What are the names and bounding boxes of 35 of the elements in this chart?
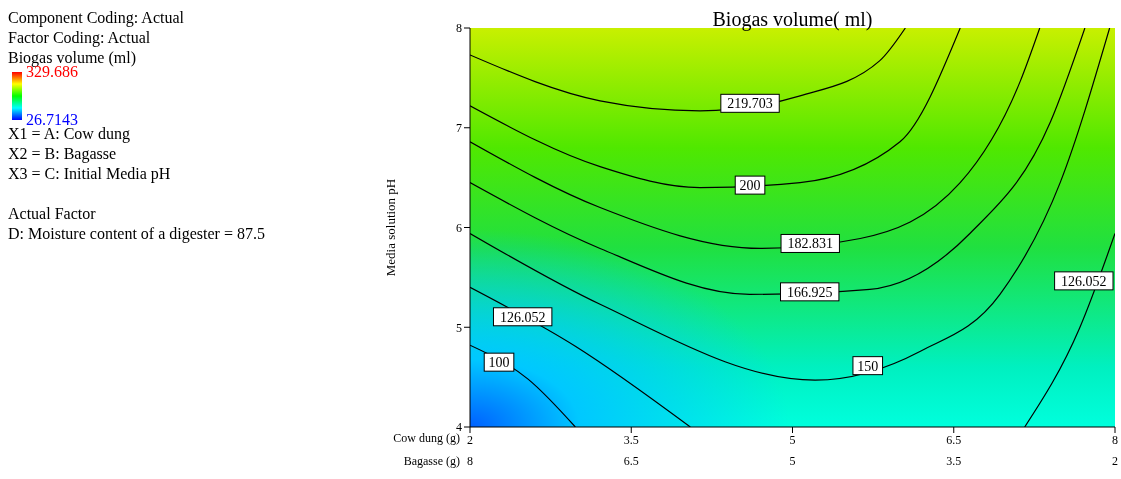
text: X3 = C: Initial Media pH [8, 164, 172, 184]
series-label: 150 [857, 358, 879, 374]
x-tick-label: 5 [789, 432, 796, 447]
y-tick-label: 8 [456, 21, 462, 36]
y-tick-label: 6 [456, 220, 462, 235]
series-label: 182.831 [787, 236, 833, 252]
chart-title: Biogas volume( ml) [711, 8, 874, 31]
x-tick-label: 2 [467, 432, 473, 447]
text: X2 = B: Bagasse [8, 144, 118, 164]
y-tick-label: 7 [456, 121, 462, 136]
series-label: 126.052 [499, 309, 546, 325]
color-bar-label: 26.7143 [26, 110, 78, 128]
x2-tick-label: 6.5 [623, 454, 639, 468]
x-tick-label: 6.5 [946, 432, 962, 447]
color-bar-title: Biogas volume (ml) [8, 48, 137, 67]
y-axis-title: Media solution pH [382, 178, 398, 277]
x2-tick-label: 2 [1112, 454, 1118, 468]
x2-tick-label: 8 [467, 454, 473, 468]
x2-axis-title: Bagasse (g) [403, 454, 460, 468]
series-label: 100 [488, 355, 510, 371]
series-label: 166.925 [786, 284, 833, 300]
x2-tick-label: 5 [789, 454, 796, 468]
series-label: 219.703 [727, 96, 773, 112]
y-tick-label: 5 [456, 320, 462, 335]
text: X1 = A: Cow dung [8, 125, 131, 144]
text: D: Moisture content of a digester = 87.5 [8, 224, 265, 244]
text: Component Coding: Actual [8, 8, 185, 28]
x-axis-title: Cow dung (g) [393, 431, 460, 446]
text: Actual Factor [8, 204, 97, 224]
series-label: 126.052 [1061, 273, 1107, 289]
series-label: 200 [739, 178, 761, 194]
x2-tick-label: 3.5 [946, 454, 962, 468]
x-tick-label: 3.5 [623, 432, 639, 447]
x-tick-label: 8 [1112, 432, 1118, 447]
text: Factor Coding: Actual [8, 28, 152, 48]
